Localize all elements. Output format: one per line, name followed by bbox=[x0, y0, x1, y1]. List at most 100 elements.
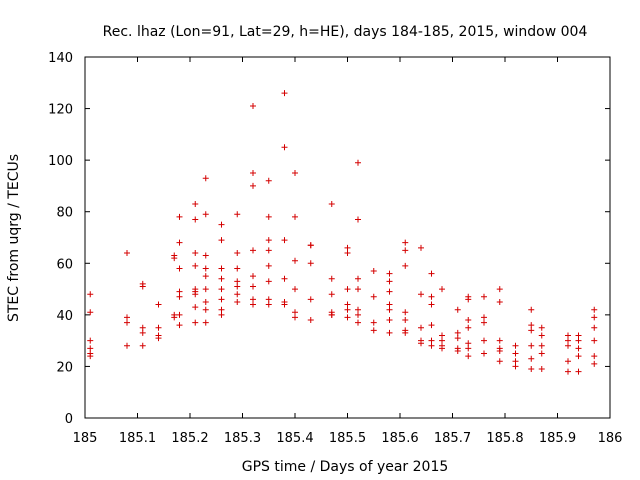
data-point bbox=[281, 301, 288, 308]
data-point bbox=[176, 322, 183, 329]
data-point bbox=[328, 200, 335, 207]
data-point bbox=[528, 355, 535, 362]
data-point bbox=[292, 314, 298, 321]
data-point bbox=[344, 314, 351, 321]
data-point bbox=[192, 249, 199, 256]
data-point bbox=[454, 347, 461, 354]
data-point bbox=[465, 353, 472, 360]
data-point bbox=[265, 262, 272, 269]
x-tick-label: 185.8 bbox=[486, 431, 523, 446]
data-point bbox=[124, 249, 130, 256]
data-point bbox=[87, 291, 94, 298]
data-point bbox=[139, 329, 146, 336]
y-tick-label: 100 bbox=[48, 154, 73, 169]
x-tick-label: 185 bbox=[73, 431, 98, 446]
data-point bbox=[454, 306, 461, 313]
data-point bbox=[124, 342, 130, 349]
data-point bbox=[202, 306, 209, 313]
data-point bbox=[481, 350, 487, 357]
data-point bbox=[591, 360, 598, 367]
data-point bbox=[439, 286, 445, 293]
data-point bbox=[428, 301, 435, 308]
data-point bbox=[428, 293, 435, 300]
y-tick-label: 20 bbox=[56, 360, 73, 375]
data-point bbox=[192, 216, 199, 223]
data-point bbox=[591, 337, 598, 344]
data-point bbox=[234, 249, 241, 256]
data-point bbox=[496, 286, 503, 293]
x-tick-label: 185.1 bbox=[119, 431, 156, 446]
data-point bbox=[565, 342, 571, 349]
data-point bbox=[465, 324, 472, 331]
data-point bbox=[355, 306, 361, 313]
y-tick-label: 60 bbox=[56, 257, 73, 272]
data-point bbox=[139, 283, 146, 290]
data-point bbox=[370, 327, 377, 334]
data-point bbox=[370, 319, 377, 326]
data-point bbox=[355, 159, 361, 166]
data-point bbox=[192, 262, 199, 269]
data-point bbox=[565, 358, 571, 365]
data-point bbox=[428, 322, 435, 329]
data-point bbox=[402, 317, 409, 324]
data-point bbox=[496, 337, 503, 344]
data-point bbox=[528, 322, 535, 329]
data-point bbox=[481, 314, 487, 321]
data-point bbox=[218, 296, 225, 303]
data-point bbox=[250, 301, 256, 308]
data-point bbox=[465, 296, 472, 303]
data-point bbox=[402, 247, 409, 254]
data-point bbox=[192, 319, 199, 326]
data-point bbox=[250, 170, 256, 177]
data-point bbox=[418, 291, 424, 298]
data-point bbox=[344, 286, 351, 293]
data-point bbox=[512, 363, 519, 370]
data-point bbox=[481, 293, 487, 300]
data-point bbox=[281, 144, 288, 151]
data-point bbox=[250, 182, 256, 189]
data-point bbox=[307, 296, 314, 303]
data-point bbox=[402, 239, 409, 246]
data-point bbox=[575, 337, 582, 344]
data-point bbox=[328, 275, 335, 282]
data-point bbox=[386, 288, 393, 295]
data-point bbox=[281, 90, 288, 97]
data-point bbox=[428, 342, 435, 349]
data-point bbox=[481, 337, 487, 344]
data-point bbox=[496, 358, 503, 365]
data-point bbox=[307, 317, 314, 324]
x-tick-label: 185.3 bbox=[224, 431, 261, 446]
data-point bbox=[355, 311, 361, 318]
y-tick-label: 80 bbox=[56, 206, 73, 221]
data-point bbox=[234, 298, 241, 305]
data-point bbox=[250, 102, 256, 109]
data-point bbox=[538, 342, 545, 349]
data-point bbox=[418, 340, 424, 347]
data-point bbox=[202, 319, 209, 326]
y-tick-label: 120 bbox=[48, 103, 73, 118]
x-tick-label: 185.2 bbox=[171, 431, 208, 446]
data-point bbox=[218, 237, 225, 244]
data-point bbox=[202, 298, 209, 305]
data-point bbox=[402, 309, 409, 316]
data-point bbox=[538, 350, 545, 357]
data-point bbox=[292, 309, 298, 316]
data-point bbox=[202, 273, 209, 280]
data-point bbox=[355, 286, 361, 293]
data-point bbox=[265, 177, 272, 184]
data-point bbox=[386, 270, 393, 277]
data-point bbox=[202, 175, 209, 182]
data-points bbox=[87, 90, 598, 375]
data-point bbox=[454, 329, 461, 336]
data-point bbox=[575, 345, 582, 352]
data-point bbox=[328, 291, 335, 298]
x-axis-label: GPS time / Days of year 2015 bbox=[242, 459, 449, 475]
x-tick-label: 185.4 bbox=[276, 431, 313, 446]
data-point bbox=[281, 237, 288, 244]
data-point bbox=[281, 275, 288, 282]
data-point bbox=[250, 296, 256, 303]
data-point bbox=[528, 366, 535, 373]
data-point bbox=[265, 301, 272, 308]
data-point bbox=[428, 337, 435, 344]
